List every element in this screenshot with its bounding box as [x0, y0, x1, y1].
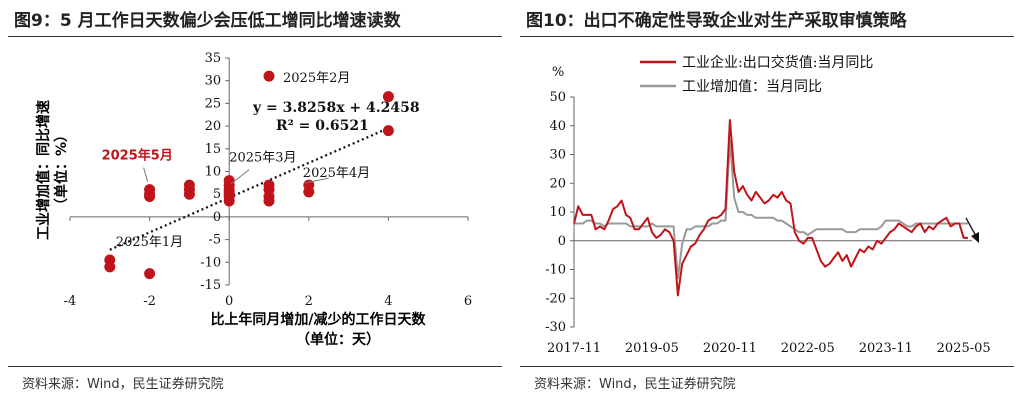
line-xtick-label: 2020-11 — [703, 341, 757, 356]
scatter-xtick-label: -2 — [143, 294, 156, 309]
scatter-ytick-label: 0 — [213, 210, 221, 225]
scatter-xtick-label: 0 — [225, 294, 233, 309]
left-source: 资料来源：Wind，民生证券研究院 — [22, 377, 224, 392]
scatter-xlabel-2: （单位：天） — [296, 331, 380, 348]
scatter-ytick-label: -10 — [200, 255, 221, 270]
annotation-leader — [143, 167, 149, 182]
line-ytick-label: 50 — [549, 90, 566, 105]
line-xtick-label: 2019-05 — [625, 341, 679, 356]
scatter-ytick-label: 25 — [205, 96, 222, 111]
scatter-point — [223, 195, 235, 207]
scatter-xlabel-1: 比上年同月增加/减少的工作日天数 — [210, 311, 426, 328]
scatter-point — [104, 261, 116, 273]
scatter-annotation: 2025年5月 — [102, 148, 173, 164]
line-xtick-label: 2022-05 — [781, 341, 835, 356]
trend-arrow-icon — [965, 217, 979, 243]
scatter-point — [144, 190, 156, 202]
line-ytick-label: 40 — [549, 119, 566, 134]
line-y-unit: % — [552, 65, 564, 80]
line-ytick-label: -30 — [545, 320, 566, 335]
left-figure-title: 图9：5 月工作日天数偏少会压低工增同比增速读数 — [14, 11, 401, 31]
scatter-xtick-label: 2 — [305, 294, 313, 309]
right-source: 资料来源：Wind，民生证券研究院 — [534, 377, 736, 392]
scatter-ytick-label: 10 — [205, 165, 222, 180]
series-export-delivery-line — [573, 119, 968, 297]
annotation-leader — [304, 177, 329, 184]
scatter-point — [382, 125, 394, 137]
line-ytick-label: 10 — [549, 205, 566, 220]
scatter-chart: 工业增加值：同比增速 （单位：%） 比上年同月增加/减少的工作日天数 （单位：天… — [35, 51, 472, 348]
scatter-point — [183, 188, 195, 200]
scatter-ytick-label: -15 — [200, 278, 221, 293]
scatter-ytick-label: 5 — [213, 187, 221, 202]
left-title-rule — [8, 36, 502, 37]
scatter-ylabel-2: （单位：%） — [53, 128, 70, 212]
scatter-xtick-label: -4 — [64, 294, 77, 309]
scatter-ylabel-1: 工业增加值：同比增速 — [35, 100, 52, 240]
series-industrial-value-added-line — [574, 139, 968, 280]
trendline — [109, 127, 389, 251]
line-xtick-label: 2025-05 — [937, 341, 991, 356]
right-source-rule — [520, 366, 1014, 367]
scatter-ytick-label: 20 — [205, 119, 222, 134]
left-figure: 图9：5 月工作日天数偏少会压低工增同比增速读数 工业增加值：同比增速 （单位：… — [8, 0, 508, 406]
scatter-ytick-label: -5 — [209, 233, 222, 248]
line-xtick-label: 2023-11 — [859, 341, 913, 356]
line-chart: % -30 -20 -10 0 10 20 30 40 50 2017-11 2019-05 2020… — [545, 54, 991, 356]
right-figure: 图10：出口不确定性导致企业对生产采取审慎策略 % -30 -20 -10 0 10 20… — [520, 0, 1020, 406]
scatter-ytick-label: 35 — [205, 51, 222, 66]
line-ytick-label: -20 — [545, 291, 566, 306]
scatter-xtick-label: 6 — [464, 294, 472, 309]
arrow-shaft — [965, 217, 977, 237]
line-ytick-label: 30 — [549, 148, 566, 163]
scatter-point — [303, 186, 315, 198]
scatter-point — [263, 195, 275, 207]
line-ytick-label: 20 — [549, 176, 566, 191]
right-title-rule — [520, 36, 1014, 37]
line-ytick-label: 0 — [558, 234, 566, 249]
scatter-annotation: 2025年2月 — [283, 71, 350, 86]
trendline-equation: y = 3.8258x + 4.2458 — [252, 100, 420, 116]
scatter-annotation: 2025年4月 — [303, 166, 370, 181]
line-ytick-label: -10 — [545, 263, 566, 278]
legend-label: 工业增加值：当月同比 — [682, 79, 822, 95]
right-figure-title: 图10：出口不确定性导致企业对生产采取审慎策略 — [526, 11, 907, 31]
scatter-point — [263, 70, 275, 82]
trendline-r2: R² = 0.6521 — [276, 118, 369, 134]
scatter-annotation: 2025年3月 — [229, 151, 296, 166]
left-source-rule — [8, 366, 502, 367]
scatter-xtick-label: 4 — [384, 294, 392, 309]
arrow-head — [971, 232, 979, 243]
scatter-annotation: 2025年1月 — [116, 235, 183, 250]
scatter-point — [382, 91, 394, 103]
annotation-leader — [230, 169, 250, 185]
scatter-ytick-label: 30 — [205, 74, 222, 89]
legend-label: 工业企业:出口交货值:当月同比 — [682, 54, 873, 71]
scatter-point — [144, 268, 156, 280]
scatter-ytick-label: 15 — [205, 142, 222, 157]
line-xtick-label: 2017-11 — [547, 341, 601, 356]
